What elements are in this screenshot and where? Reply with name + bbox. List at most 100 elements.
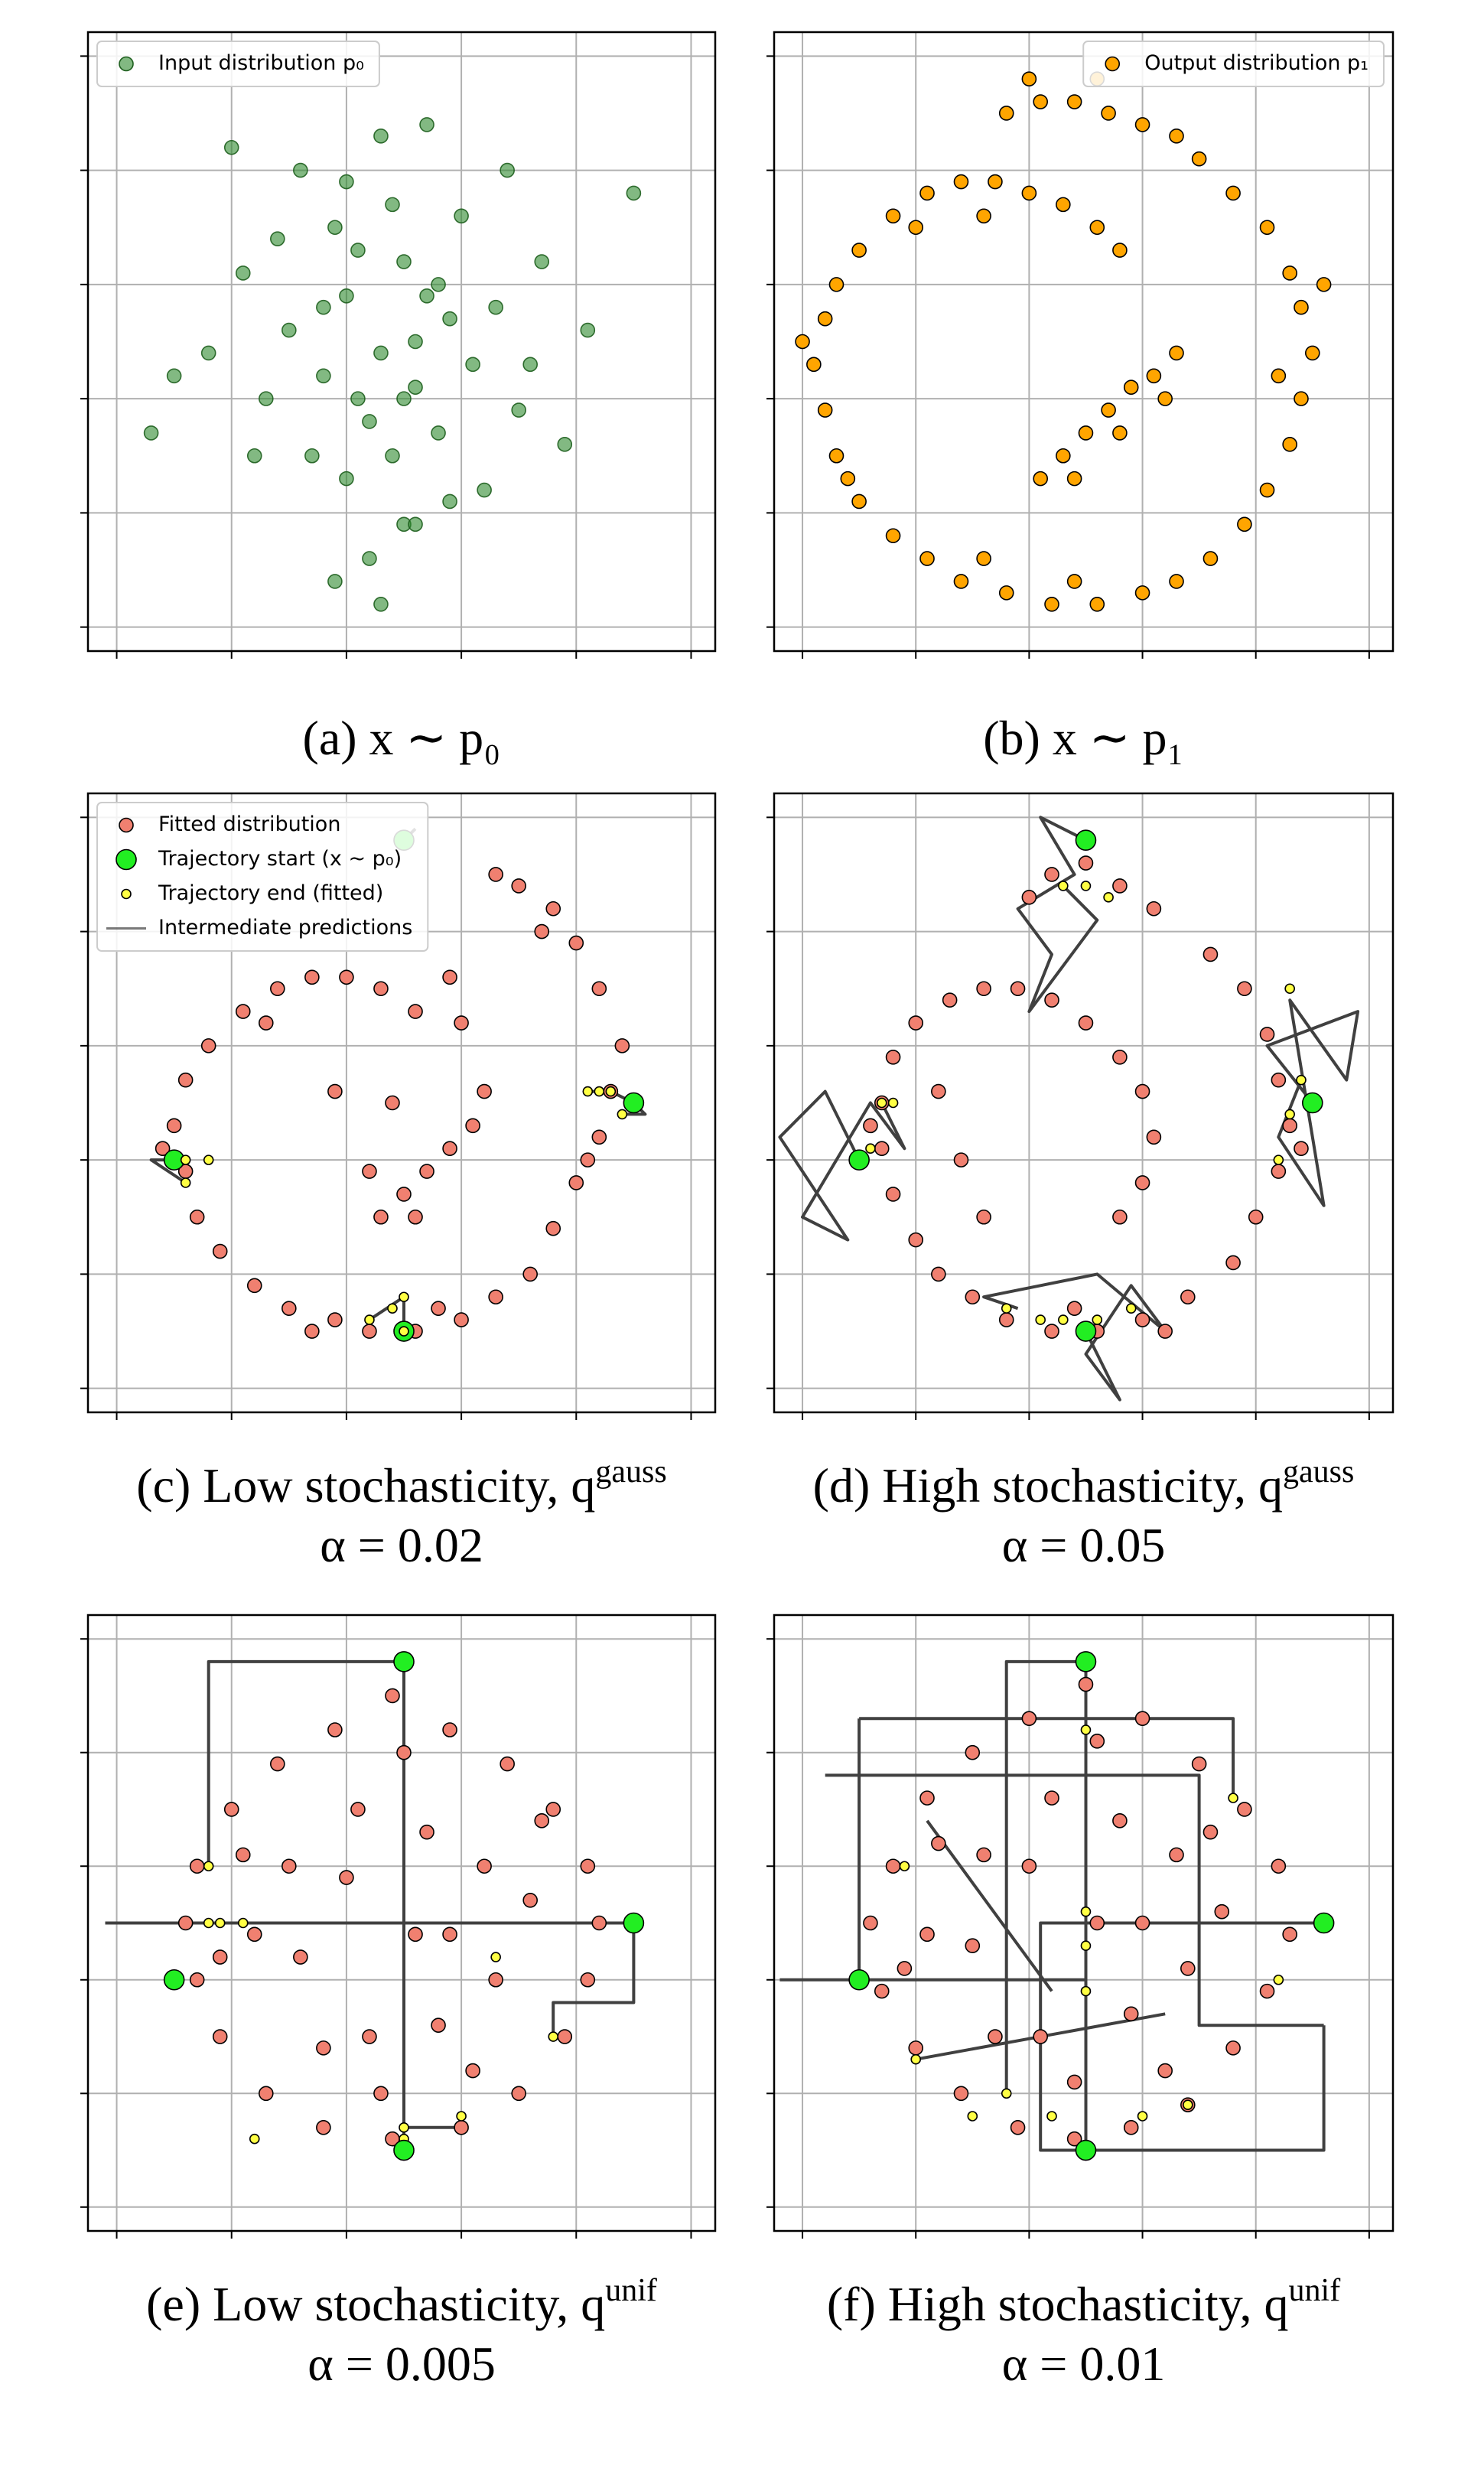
- point: [1294, 299, 1309, 315]
- point: [350, 1802, 366, 1817]
- point: [1296, 1074, 1307, 1086]
- caption-line: α = 0.05: [1002, 1518, 1166, 1572]
- point: [1273, 1974, 1284, 1985]
- point: [258, 1015, 274, 1031]
- point: [1225, 2040, 1241, 2056]
- point: [1078, 1676, 1094, 1692]
- point: [1010, 2120, 1026, 2135]
- caption-text: (d) High stochasticity, q: [813, 1458, 1283, 1513]
- point: [304, 448, 320, 464]
- point: [1259, 1027, 1275, 1042]
- point: [534, 923, 550, 940]
- point: [399, 1291, 409, 1303]
- point: [1089, 220, 1105, 236]
- point: [419, 117, 434, 132]
- point: [396, 1744, 412, 1760]
- point: [1191, 1756, 1207, 1772]
- panel: (f) High stochasticity, qunif α = 0.01: [766, 1614, 1395, 2391]
- point: [942, 992, 958, 1008]
- point: [548, 2031, 559, 2042]
- legend-marker: [119, 817, 134, 833]
- point: [408, 1209, 423, 1225]
- point: [817, 402, 833, 418]
- point: [1080, 1724, 1092, 1735]
- point: [212, 1949, 228, 1965]
- point: [1112, 243, 1128, 258]
- point: [1169, 129, 1184, 144]
- point: [442, 1722, 457, 1737]
- point: [908, 1015, 924, 1031]
- point: [1092, 1314, 1103, 1325]
- point: [1134, 585, 1150, 601]
- point: [1021, 185, 1037, 201]
- point: [399, 2122, 409, 2133]
- point: [373, 2086, 389, 2102]
- caption-line: α = 0.02: [320, 1518, 483, 1572]
- point: [1134, 117, 1150, 132]
- point: [988, 2029, 1003, 2044]
- point: [1202, 551, 1219, 566]
- point: [623, 1912, 645, 1934]
- legend-marker: [116, 848, 137, 871]
- point: [282, 1301, 297, 1316]
- point: [362, 414, 377, 429]
- point: [1089, 597, 1105, 612]
- point: [1123, 2006, 1139, 2022]
- point: [143, 425, 159, 441]
- point: [200, 1038, 216, 1053]
- point: [214, 1917, 226, 1929]
- point: [1112, 425, 1128, 441]
- point: [258, 391, 274, 406]
- point: [385, 1688, 400, 1704]
- point: [212, 2029, 228, 2044]
- point: [350, 243, 366, 258]
- point: [953, 174, 969, 190]
- point: [851, 493, 867, 510]
- point: [1123, 2120, 1139, 2135]
- point: [591, 981, 607, 997]
- point: [431, 2017, 446, 2033]
- point: [212, 1243, 228, 1259]
- point: [1183, 2099, 1193, 2110]
- point: [490, 1952, 501, 1962]
- point: [1021, 1858, 1037, 1874]
- point: [270, 231, 285, 246]
- point: [1180, 1961, 1196, 1976]
- point: [1313, 1912, 1335, 1934]
- point: [282, 1858, 297, 1874]
- panel: Output distribution p₁ (b) x ∼ p₁: [766, 31, 1395, 765]
- point: [1058, 881, 1069, 891]
- point: [953, 1152, 969, 1167]
- caption-text: (f) High stochasticity, q: [827, 2277, 1289, 2331]
- point: [316, 2120, 331, 2135]
- point: [1273, 1154, 1284, 1165]
- point: [385, 448, 400, 464]
- point: [623, 1092, 645, 1114]
- point: [364, 1314, 375, 1325]
- point: [456, 2111, 467, 2122]
- point: [1134, 1175, 1150, 1190]
- legend-marker: [119, 56, 134, 72]
- point: [1169, 574, 1184, 589]
- point: [1225, 1255, 1241, 1271]
- point: [1202, 946, 1219, 962]
- point: [1284, 983, 1295, 995]
- axes-frame: [86, 1614, 717, 2232]
- point: [477, 1083, 492, 1099]
- point: [1112, 1049, 1128, 1065]
- legend-box: [1082, 41, 1385, 87]
- point: [1302, 1092, 1323, 1114]
- point: [1058, 1314, 1069, 1325]
- point: [1101, 402, 1116, 418]
- point: [408, 1926, 423, 1943]
- point: [545, 1220, 561, 1236]
- point: [431, 425, 446, 441]
- point: [795, 334, 810, 350]
- caption-line: α = 0.01: [1002, 2337, 1166, 2391]
- point: [953, 574, 969, 589]
- point: [626, 185, 642, 201]
- point: [591, 1129, 607, 1145]
- point: [454, 208, 469, 224]
- point: [897, 1961, 913, 1976]
